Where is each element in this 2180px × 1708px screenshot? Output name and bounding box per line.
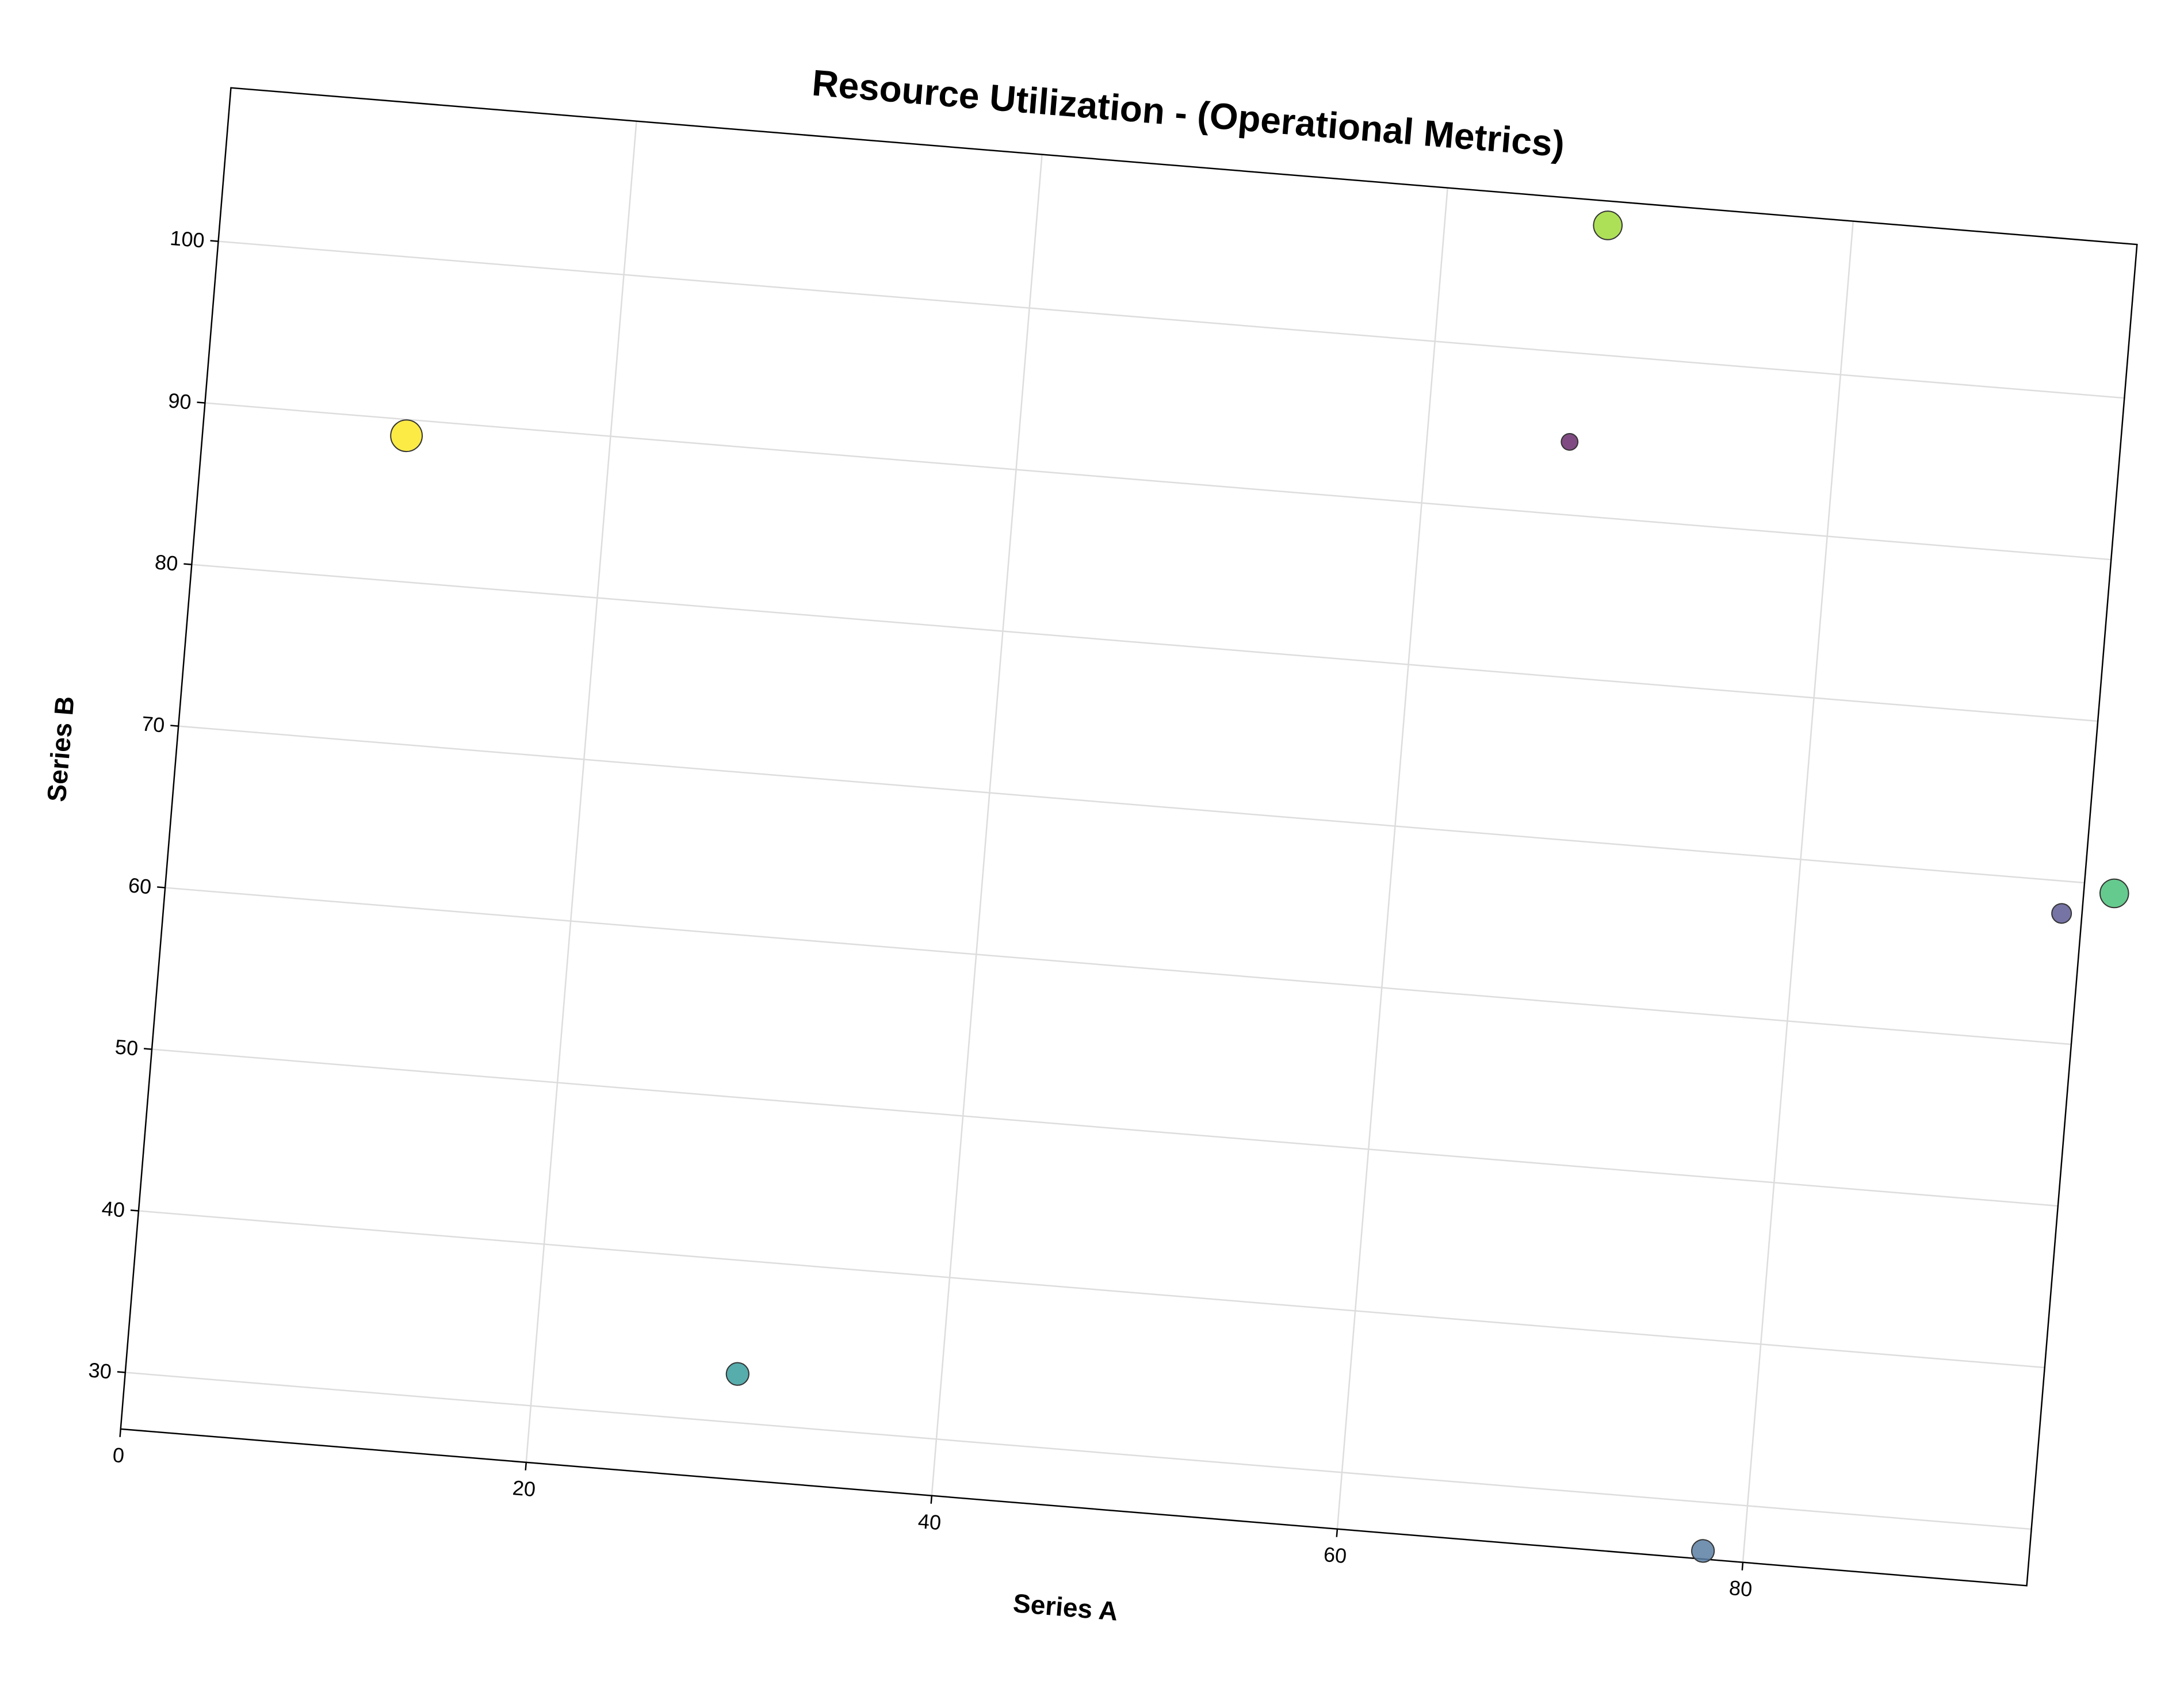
y-tick-label: 40 — [101, 1196, 125, 1221]
x-tick-mark — [1741, 1562, 1744, 1571]
scatter-point — [2099, 878, 2129, 909]
plot-frame — [120, 87, 2138, 1587]
y-tick-mark — [210, 240, 219, 242]
grid — [125, 121, 2125, 1563]
y-grid-line — [192, 564, 2098, 722]
x-grid-line — [1336, 187, 1448, 1529]
chart-title: Resource Utilization - (Operational Metr… — [810, 62, 1566, 165]
y-grid-line — [125, 1372, 2032, 1530]
points — [390, 210, 2129, 1563]
x-tick-label: 80 — [1728, 1576, 1753, 1601]
y-grid-line — [178, 725, 2085, 884]
x-axis-label: Series A — [1012, 1588, 1119, 1626]
x-grid-line — [1742, 221, 1854, 1563]
y-tick-label: 30 — [87, 1358, 112, 1383]
y-tick-label: 100 — [169, 226, 205, 252]
y-tick-mark — [143, 1048, 152, 1050]
x-tick-mark — [119, 1429, 121, 1437]
y-axis-label: Series B — [41, 695, 80, 803]
y-grid-line — [218, 240, 2125, 399]
y-grid-line — [151, 1048, 2058, 1207]
x-tick-label: 60 — [1323, 1542, 1348, 1568]
scatter-point — [390, 419, 423, 453]
ticks: 0 20 40 60 80 30 40 50 60 70 80 90 100 — [87, 226, 1753, 1601]
y-tick-label: 90 — [167, 388, 192, 413]
x-tick-label: 40 — [917, 1509, 942, 1534]
x-grid-line — [931, 154, 1043, 1496]
y-tick-mark — [197, 401, 205, 404]
y-tick-label: 60 — [128, 873, 152, 898]
y-tick-label: 80 — [154, 550, 179, 575]
y-tick-mark — [130, 1209, 139, 1212]
scatter-point — [1593, 210, 1623, 240]
scatter-point — [725, 1362, 749, 1386]
scatter-point — [1561, 432, 1579, 451]
rotated-chart-group: 0 20 40 60 80 30 40 50 60 70 80 90 100 Resource Util… — [41, 62, 2138, 1626]
x-grid-line — [525, 121, 637, 1462]
scatter-point — [1691, 1539, 1715, 1563]
y-grid-line — [205, 402, 2112, 561]
scatter-point — [2051, 903, 2072, 924]
y-tick-label: 70 — [141, 711, 166, 737]
x-tick-label: 0 — [112, 1443, 125, 1468]
x-tick-mark — [930, 1495, 933, 1504]
y-tick-mark — [170, 725, 179, 727]
y-tick-label: 50 — [114, 1035, 139, 1060]
y-grid-line — [165, 887, 2072, 1046]
x-tick-label: 20 — [511, 1476, 536, 1501]
y-grid-line — [138, 1210, 2045, 1369]
